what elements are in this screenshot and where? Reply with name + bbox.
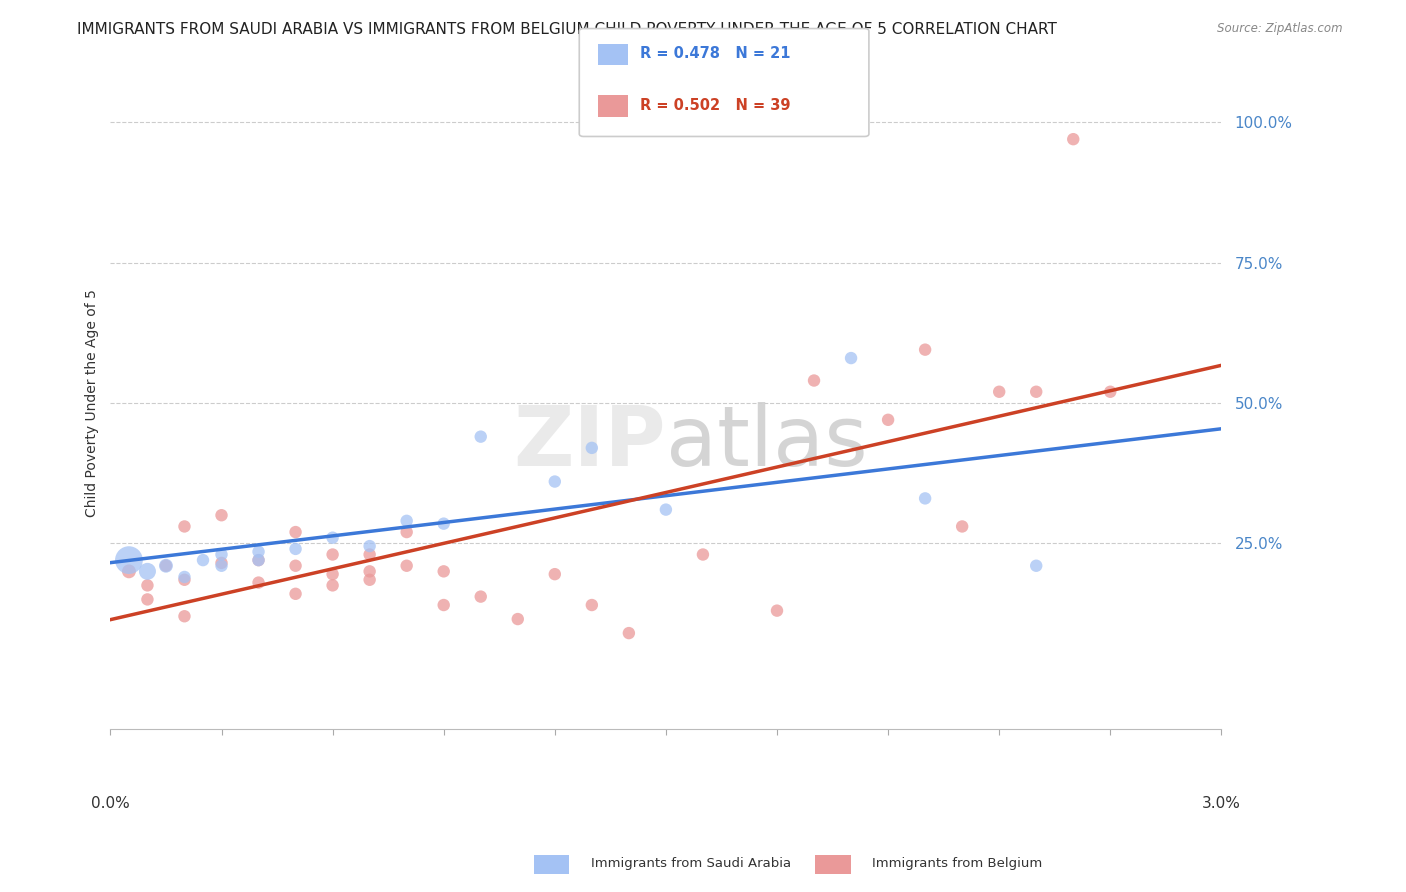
Y-axis label: Child Poverty Under the Age of 5: Child Poverty Under the Age of 5 (86, 289, 100, 516)
Point (247, 553, 270, 567)
Point (470, 590, 492, 604)
Text: R = 0.502   N = 39: R = 0.502 N = 39 (640, 98, 790, 112)
Point (581, 598, 603, 612)
Point (118, 553, 141, 567)
Point (1025, 558, 1047, 573)
Point (191, 553, 214, 567)
Text: ZIP: ZIP (513, 401, 666, 483)
Point (136, 565, 159, 579)
Point (211, 548, 233, 562)
Text: Immigrants from Belgium: Immigrants from Belgium (872, 857, 1042, 870)
Text: atlas: atlas (666, 401, 868, 483)
Point (506, 612, 529, 626)
Point (950, 519, 973, 533)
Point (359, 539, 381, 553)
Point (211, 558, 233, 573)
Point (655, 502, 678, 516)
Point (136, 592, 159, 607)
Point (155, 558, 177, 573)
Point (211, 556, 233, 570)
Point (433, 565, 456, 579)
Point (136, 578, 159, 592)
Point (173, 609, 195, 624)
Point (118, 565, 141, 579)
Point (247, 575, 270, 590)
Point (914, 491, 936, 506)
Point (581, 441, 603, 455)
Point (359, 548, 381, 562)
Point (173, 573, 195, 587)
Point (322, 548, 344, 562)
Point (322, 578, 344, 592)
Point (395, 524, 418, 539)
Text: R = 0.478   N = 21: R = 0.478 N = 21 (640, 46, 790, 61)
Point (247, 545, 270, 559)
Point (766, 604, 789, 618)
Point (914, 343, 936, 357)
Point (359, 565, 381, 579)
Point (692, 548, 714, 562)
Point (1099, 384, 1122, 399)
Point (359, 573, 381, 587)
Point (617, 626, 640, 640)
Point (433, 516, 456, 531)
Point (284, 558, 307, 573)
Point (433, 598, 456, 612)
Text: Immigrants from Saudi Arabia: Immigrants from Saudi Arabia (591, 857, 790, 870)
Point (155, 558, 177, 573)
Point (322, 531, 344, 545)
Point (839, 351, 862, 365)
Point (470, 430, 492, 444)
Point (988, 384, 1011, 399)
Text: 0.0%: 0.0% (91, 796, 129, 811)
Point (544, 475, 567, 489)
Point (803, 374, 825, 388)
Point (1025, 384, 1047, 399)
Point (284, 524, 307, 539)
Text: IMMIGRANTS FROM SAUDI ARABIA VS IMMIGRANTS FROM BELGIUM CHILD POVERTY UNDER THE : IMMIGRANTS FROM SAUDI ARABIA VS IMMIGRAN… (77, 22, 1057, 37)
Point (284, 587, 307, 601)
Point (173, 570, 195, 584)
Text: Source: ZipAtlas.com: Source: ZipAtlas.com (1218, 22, 1343, 36)
Point (211, 508, 233, 523)
Point (544, 567, 567, 582)
Text: 3.0%: 3.0% (1202, 796, 1241, 811)
Point (395, 558, 418, 573)
Point (247, 553, 270, 567)
Point (395, 514, 418, 528)
Point (877, 413, 900, 427)
Point (284, 541, 307, 556)
Point (1062, 132, 1084, 146)
Point (322, 567, 344, 582)
Point (173, 519, 195, 533)
